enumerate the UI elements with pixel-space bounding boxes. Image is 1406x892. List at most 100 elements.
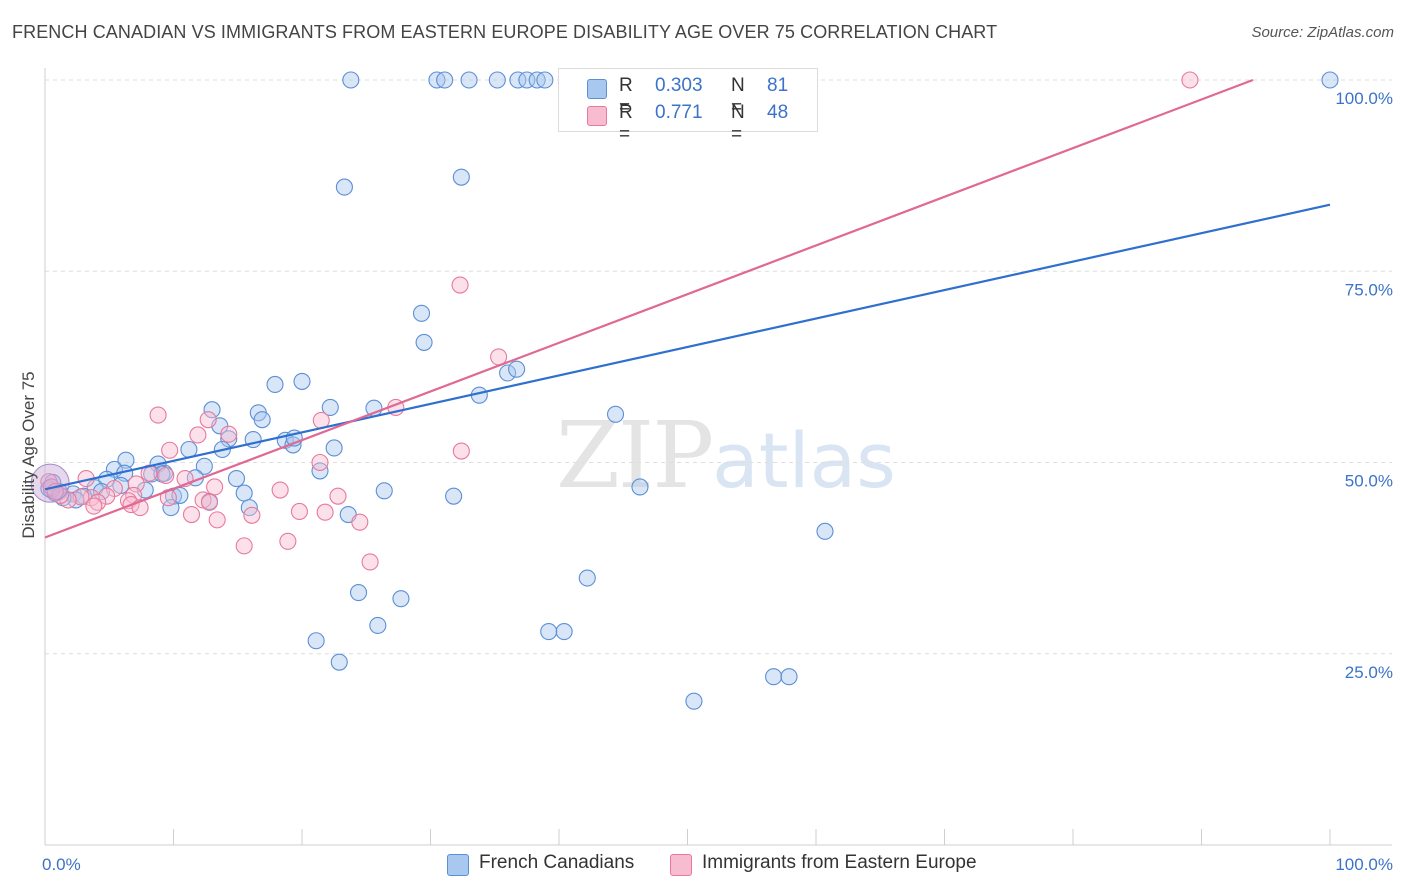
point-eastern-europe [351, 513, 369, 531]
y-tick-label: 75.0% [1345, 280, 1393, 299]
x-tick-label: 100.0% [1335, 855, 1393, 874]
axes [44, 68, 1392, 846]
legend-r-label: R = [619, 75, 633, 118]
point-french-canadians [765, 668, 783, 686]
point-eastern-europe [290, 502, 308, 521]
point-french-canadians [1321, 71, 1339, 89]
point-french-canadians [436, 71, 454, 89]
point-eastern-europe [200, 493, 219, 511]
point-french-canadians [375, 482, 393, 500]
point-french-canadians [117, 451, 135, 469]
chart-title: FRENCH CANADIAN VS IMMIGRANTS FROM EASTE… [12, 22, 998, 42]
point-french-canadians [631, 478, 649, 496]
point-french-canadians [293, 372, 311, 390]
point-eastern-europe [451, 276, 469, 294]
point-eastern-europe [194, 491, 212, 509]
point-eastern-europe [1181, 71, 1199, 89]
point-eastern-europe [243, 506, 261, 524]
legend-swatch-blue [447, 854, 469, 876]
point-french-canadians [92, 483, 111, 501]
point-french-canadians [415, 333, 433, 351]
legend-label: French Canadians [479, 852, 635, 873]
y-tick-label: 25.0% [1345, 663, 1393, 682]
trend-line-french-canadians [44, 203, 1331, 491]
point-eastern-europe [157, 466, 175, 485]
legend-n-value: 48 [767, 102, 789, 123]
point-eastern-europe [311, 453, 329, 472]
trend-lines [44, 78, 1331, 539]
point-french-canadians [335, 178, 353, 196]
point-french-canadians [555, 623, 573, 641]
point-french-canadians [540, 623, 558, 641]
point-french-canadians [452, 168, 470, 186]
point-eastern-europe [189, 426, 207, 444]
point-french-canadians [536, 71, 554, 89]
point-french-canadians [203, 401, 221, 419]
point-french-canadians [578, 569, 596, 587]
legend-n-value: 81 [767, 75, 789, 96]
point-french-canadians [325, 439, 343, 457]
legend-r-value: 0.303 [655, 75, 703, 96]
legend-swatch-blue [587, 79, 607, 99]
point-eastern-europe [452, 442, 470, 460]
data-points [30, 71, 1339, 710]
legend-label: Immigrants from Eastern Europe [702, 852, 977, 873]
point-eastern-europe [182, 505, 201, 524]
point-french-canadians [780, 668, 798, 686]
point-eastern-europe [208, 511, 226, 529]
point-french-canadians [349, 583, 368, 602]
source-label: Source: ZipAtlas.com [1251, 24, 1394, 41]
point-eastern-europe [329, 487, 347, 505]
point-eastern-europe [271, 481, 289, 499]
point-french-canadians [685, 692, 703, 710]
watermark-atlas: atlas [712, 416, 896, 505]
point-french-canadians [445, 487, 463, 505]
watermark: ZIPatlas [556, 402, 896, 509]
grid-lines [45, 79, 1392, 655]
point-french-canadians [392, 590, 410, 608]
point-french-canadians [816, 522, 834, 540]
point-french-canadians [488, 71, 506, 89]
point-eastern-europe [199, 411, 217, 429]
legend-r-label: R = [619, 102, 633, 145]
legend-r-value: 0.771 [655, 102, 703, 123]
legend-n-label: N = [731, 102, 745, 145]
y-tick-label: 100.0% [1335, 89, 1393, 108]
point-french-canadians [412, 304, 431, 322]
y-axis-title: Disability Age Over 75 [19, 371, 38, 538]
point-french-canadians [606, 405, 625, 423]
point-french-canadians [508, 360, 526, 378]
correlation-legend: R = 0.303 N = 81 R = 0.771 N = 48 [558, 68, 818, 145]
point-french-canadians [220, 430, 238, 448]
point-french-canadians [369, 616, 387, 634]
point-french-canadians [518, 71, 536, 89]
point-french-canadians [253, 411, 271, 429]
point-french-canadians [321, 398, 339, 416]
point-eastern-europe [149, 406, 167, 424]
tick-labels: 25.0% 50.0% 75.0% 100.0% 0.0% 100.0% Disabilit… [19, 89, 1393, 874]
point-eastern-europe [361, 553, 379, 571]
point-french-canadians [330, 653, 348, 671]
legend-swatch-pink [587, 106, 607, 126]
trend-line-eastern-europe [44, 78, 1254, 539]
point-eastern-europe [85, 497, 103, 515]
watermark-zip: ZIP [556, 402, 714, 509]
legend-swatch-pink [670, 854, 692, 876]
point-french-canadians [195, 457, 213, 475]
point-french-canadians [460, 71, 478, 89]
y-tick-label: 50.0% [1345, 472, 1393, 491]
legend-n-label: N = [731, 75, 745, 118]
point-eastern-europe [235, 537, 253, 555]
point-french-canadians [162, 499, 180, 517]
point-eastern-europe [279, 532, 297, 550]
point-eastern-europe [161, 441, 179, 459]
point-eastern-europe [72, 488, 90, 506]
point-eastern-europe [316, 503, 334, 521]
point-eastern-europe [206, 478, 224, 496]
point-french-canadians [499, 364, 517, 382]
point-eastern-europe [220, 425, 238, 443]
point-french-canadians [509, 71, 527, 89]
point-french-canadians [266, 375, 284, 394]
x-tick-label: 0.0% [42, 855, 81, 874]
